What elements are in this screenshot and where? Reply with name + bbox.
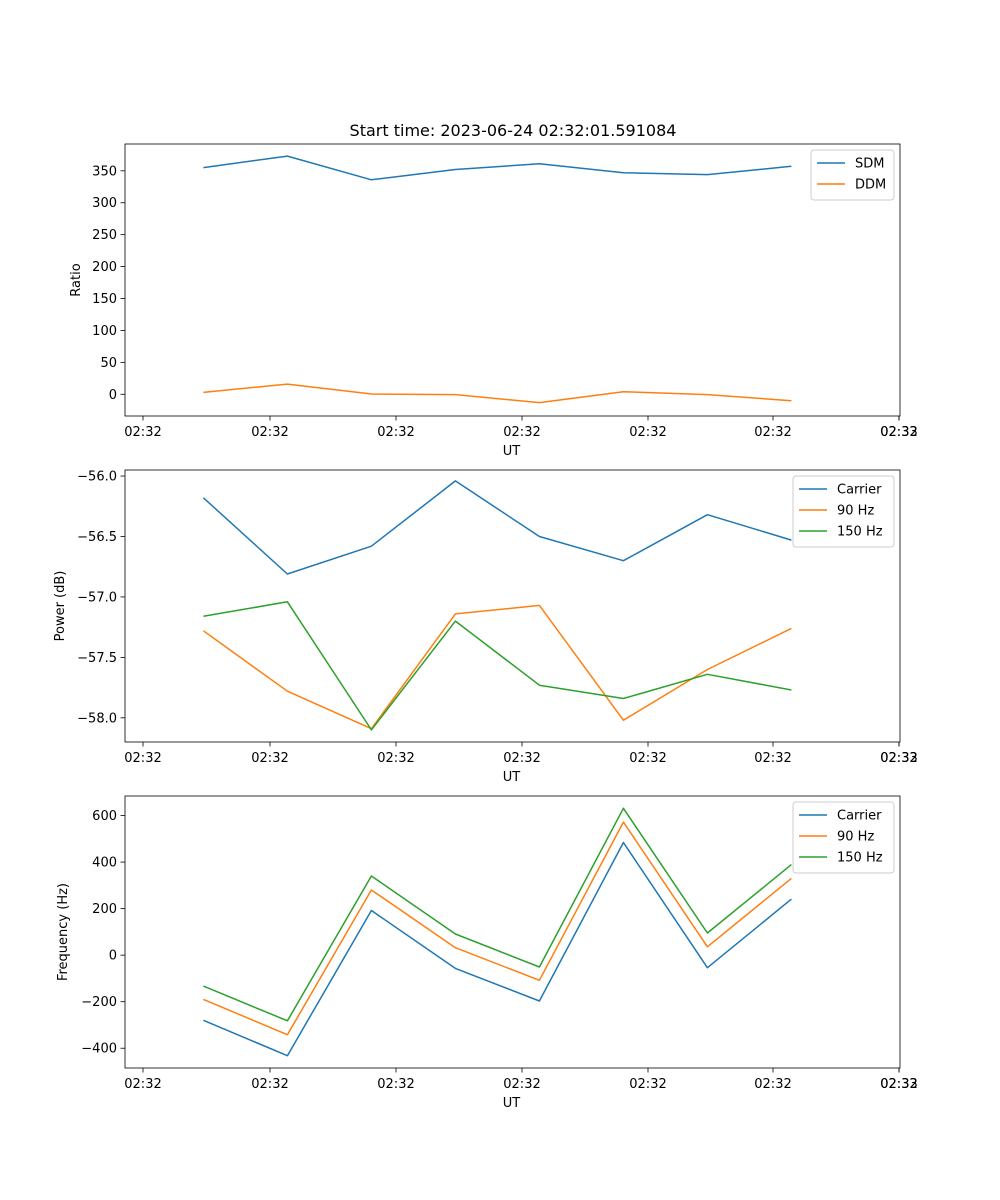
x-tick-label: 02:32 <box>124 1077 161 1092</box>
x-tick-label: 02:32 <box>377 425 414 440</box>
legend-label: 90 Hz <box>837 830 874 845</box>
series-line-90-hz <box>203 821 792 1036</box>
y-tick-label: −56.5 <box>77 530 117 545</box>
subplot-2: −58.0 −57.5 −57.0 −56.5 −56.0 02:32 02:32 02:32… <box>53 470 918 785</box>
y-tick-label: −57.0 <box>77 590 117 605</box>
x-tick-label: 02:32 <box>880 1077 917 1092</box>
x-tick-label: 02:32 <box>251 425 288 440</box>
series-line-ddm <box>203 383 792 404</box>
y-tick-label: −400 <box>81 1042 117 1057</box>
figure-title: Start time: 2023-06-24 02:32:01.591084 <box>350 121 677 140</box>
axes-frame <box>124 795 901 1069</box>
x-tick-label: 02:32 <box>377 1077 414 1092</box>
x-tick-label: 02:32 <box>880 751 917 766</box>
x-tick-label: 02:32 <box>503 1077 540 1092</box>
x-tick-label: 02:32 <box>124 425 161 440</box>
x-tick-label: 02:32 <box>251 1077 288 1092</box>
x-axis-label: UT <box>503 770 521 785</box>
legend-label: SDM <box>855 157 884 172</box>
x-tick-label: 02:32 <box>251 751 288 766</box>
y-tick-label: 400 <box>92 856 117 871</box>
y-tick-label: 0 <box>109 949 117 964</box>
legend-label: 150 Hz <box>837 525 883 540</box>
legend-box <box>792 475 895 548</box>
x-axis-label: UT <box>503 1096 521 1111</box>
x-tick-label: 02:32 <box>629 1077 666 1092</box>
legend-label: 90 Hz <box>837 504 874 519</box>
legend: Carrier 90 Hz 150 Hz <box>792 801 895 874</box>
y-tick-label: 600 <box>92 809 117 824</box>
series-line-sdm <box>203 155 792 181</box>
y-axis-label: Power (dB) <box>53 571 68 642</box>
x-tick-label: 02:32 <box>629 751 666 766</box>
x-tick-label: 02:32 <box>880 425 917 440</box>
y-tick-label: 300 <box>92 196 117 211</box>
series-line-carrier <box>202 480 792 575</box>
x-axis-label: UT <box>503 444 521 459</box>
y-tick-label: 100 <box>92 324 117 339</box>
y-tick-label: 350 <box>92 164 117 179</box>
y-tick-label: −200 <box>81 995 117 1010</box>
legend-label: DDM <box>855 178 886 193</box>
y-tick-label: 200 <box>92 902 117 917</box>
legend: Carrier 90 Hz 150 Hz <box>792 475 895 548</box>
y-tick-label: −56.0 <box>77 470 117 485</box>
x-tick-label: 02:32 <box>124 751 161 766</box>
y-tick-label: −57.5 <box>77 651 117 666</box>
y-tick-label: 50 <box>100 356 117 371</box>
legend-label: 150 Hz <box>837 851 883 866</box>
axes-frame <box>124 143 901 417</box>
y-tick-label: −58.0 <box>77 711 117 726</box>
series-line-150-hz <box>203 807 792 1022</box>
y-tick-label: 200 <box>92 260 117 275</box>
legend: SDM DDM <box>810 149 895 201</box>
x-tick-label: 02:32 <box>503 425 540 440</box>
x-tick-label: 02:33 <box>880 1077 917 1092</box>
y-tick-label: 150 <box>92 292 117 307</box>
x-tick-label: 02:33 <box>880 425 917 440</box>
x-tick-label: 02:32 <box>377 751 414 766</box>
series-line-150-hz <box>203 601 792 731</box>
x-tick-label: 02:33 <box>880 751 917 766</box>
axes-frame <box>124 469 901 743</box>
legend-box <box>792 801 895 874</box>
x-tick-label: 02:32 <box>754 425 791 440</box>
legend-label: Carrier <box>837 809 882 824</box>
y-axis-label: Ratio <box>69 263 84 296</box>
y-tick-label: 250 <box>92 228 117 243</box>
y-axis-label: Frequency (Hz) <box>56 883 71 981</box>
y-tick-label: 0 <box>109 388 117 403</box>
x-tick-label: 02:32 <box>754 1077 791 1092</box>
series-line-carrier <box>203 841 792 1057</box>
x-tick-label: 02:32 <box>629 425 666 440</box>
x-tick-label: 02:32 <box>503 751 540 766</box>
legend-label: Carrier <box>837 483 882 498</box>
x-tick-label: 02:32 <box>754 751 791 766</box>
